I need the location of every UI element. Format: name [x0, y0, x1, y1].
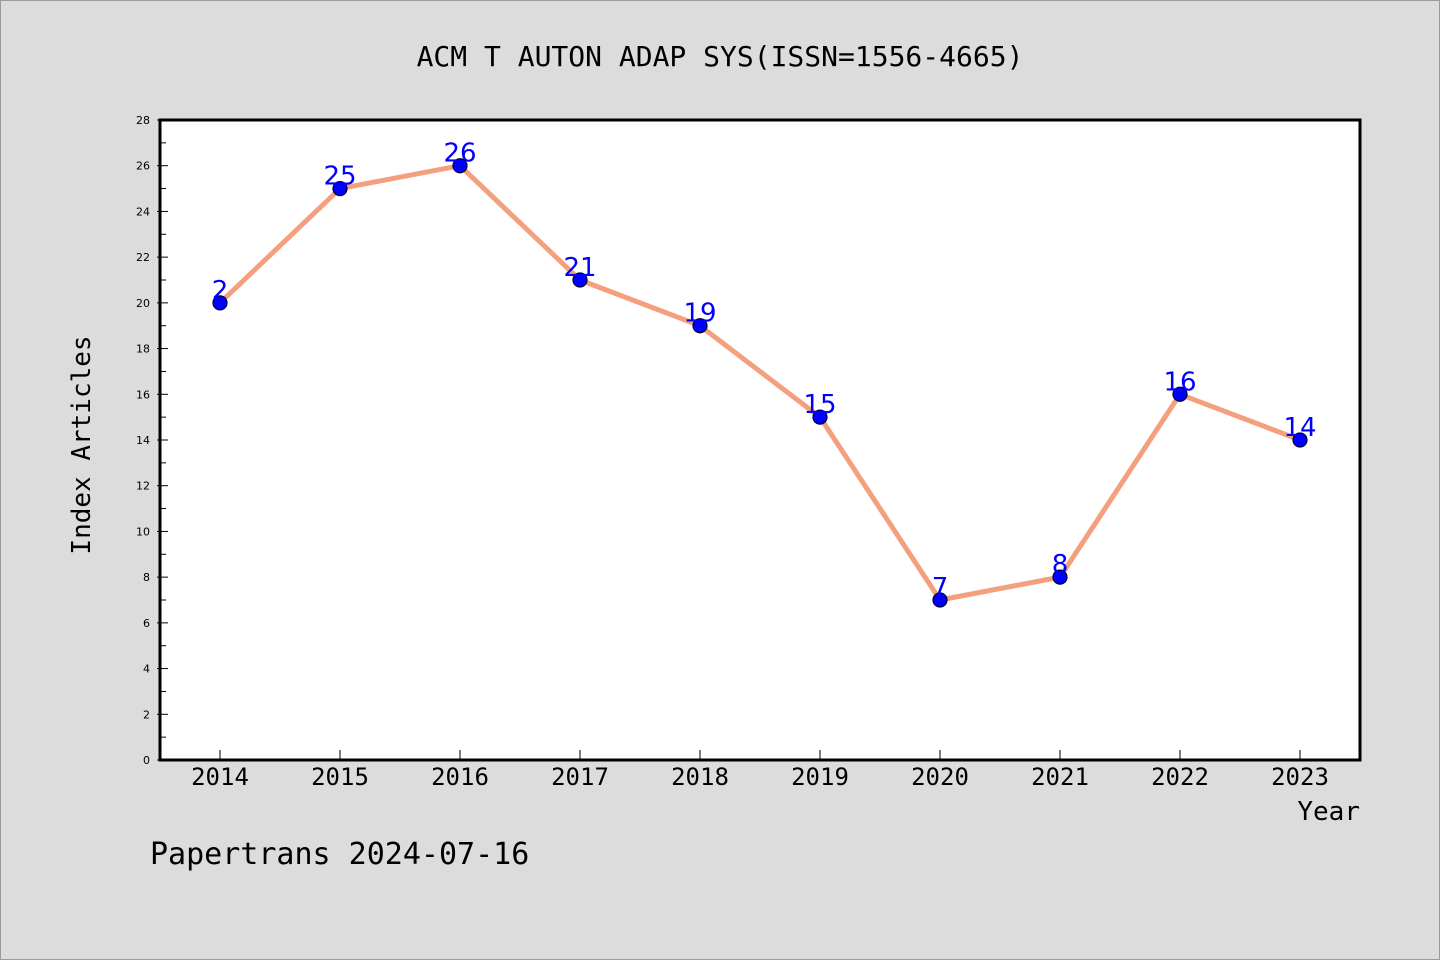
- y-tick-label: 26: [136, 160, 150, 173]
- y-tick-label: 12: [136, 480, 150, 493]
- y-tick-label: 14: [136, 434, 150, 447]
- x-axis-ticks: 2014 2015 2016 2017 2018 2019 2020 2021 2022 2023: [191, 750, 1329, 791]
- x-tick-label: 2017: [551, 763, 609, 791]
- data-label: 14: [1283, 413, 1316, 443]
- x-tick-label: 2023: [1271, 763, 1329, 791]
- y-axis-label: Index Articles: [67, 335, 97, 554]
- series-line-group: [217, 163, 1303, 603]
- y-tick-label: 22: [136, 251, 150, 264]
- y-tick-label: 16: [136, 388, 150, 401]
- data-label: 16: [1163, 367, 1196, 397]
- y-tick-label: 6: [143, 617, 150, 630]
- data-point: [212, 295, 228, 311]
- x-tick-label: 2014: [191, 763, 249, 791]
- data-point: [692, 318, 708, 334]
- footer-text: Papertrans 2024-07-16: [150, 837, 529, 872]
- y-tick-label: 24: [136, 205, 150, 218]
- series-line: [217, 163, 1303, 603]
- x-tick-label: 2022: [1151, 763, 1209, 791]
- data-point: [812, 409, 828, 425]
- data-point: [452, 158, 468, 174]
- x-tick-label: 2020: [911, 763, 969, 791]
- data-labels: 2 25 26 21 19 15 7 8 16 14: [212, 139, 1317, 603]
- data-point: [332, 180, 348, 197]
- x-tick-label: 2015: [311, 763, 369, 791]
- data-label: 26: [443, 139, 476, 169]
- y-tick-label: 8: [143, 571, 150, 584]
- data-point: [1292, 432, 1308, 448]
- data-label: 8: [1052, 550, 1069, 580]
- x-tick-label: 2019: [791, 763, 849, 791]
- data-point: [1172, 386, 1188, 402]
- y-tick-label: 4: [143, 663, 150, 676]
- data-point: [572, 272, 588, 288]
- data-label: 2: [212, 276, 229, 306]
- x-tick-label: 2016: [431, 763, 489, 791]
- y-tick-label: 20: [136, 297, 150, 310]
- x-tick-label: 2021: [1031, 763, 1089, 791]
- x-tick-label: 2018: [671, 763, 729, 791]
- data-label: 21: [563, 253, 596, 283]
- y-tick-label: 10: [136, 525, 150, 538]
- plot-area: [158, 118, 1362, 762]
- data-label: 7: [932, 573, 949, 603]
- data-point: [1052, 569, 1068, 585]
- data-points: [212, 158, 1308, 608]
- y-tick-label: 0: [143, 754, 150, 767]
- data-label: 19: [683, 299, 716, 329]
- data-label: 25: [323, 162, 356, 192]
- x-axis-label: Year: [1297, 797, 1360, 827]
- chart-title: ACM T AUTON ADAP SYS(ISSN=1556-4665): [417, 40, 1024, 73]
- y-tick-label: 18: [136, 343, 150, 356]
- y-tick-label: 28: [136, 114, 150, 127]
- data-label: 15: [803, 390, 836, 420]
- data-point: [932, 592, 948, 608]
- y-tick-label: 2: [143, 708, 150, 721]
